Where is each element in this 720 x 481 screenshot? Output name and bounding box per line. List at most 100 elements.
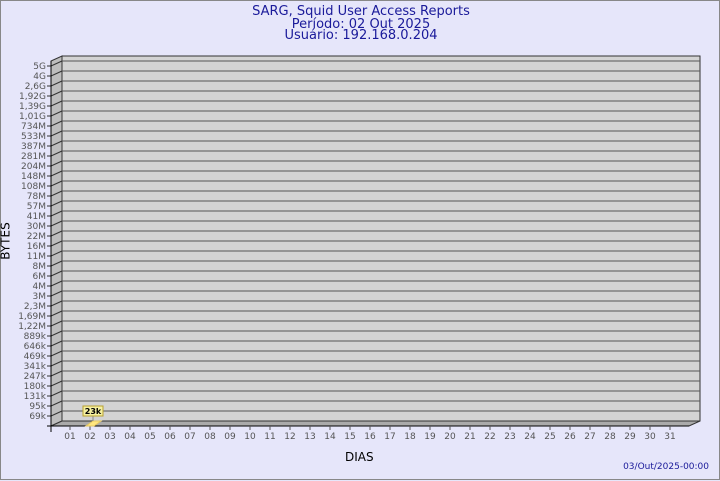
x-tick-label: 02 <box>84 432 95 442</box>
x-axis-label: DIAS <box>345 450 374 464</box>
y-tick-label: 247k <box>24 372 47 382</box>
x-tick-label: 05 <box>144 432 155 442</box>
y-tick-label: 341k <box>24 362 47 372</box>
y-tick-label: 22M <box>27 232 46 242</box>
x-tick-label: 22 <box>484 432 495 442</box>
x-tick-label: 10 <box>244 432 256 442</box>
x-tick-label: 12 <box>284 432 295 442</box>
gridline-side <box>50 130 63 137</box>
y-tick-label: 57M <box>27 202 46 212</box>
period-subtitle: Período: 02 Out 2025 <box>291 17 431 32</box>
y-tick-label: 8M <box>33 262 47 272</box>
gridline-side <box>50 340 63 347</box>
x-tick-label: 13 <box>304 432 315 442</box>
x-tick-label: 31 <box>664 432 675 442</box>
gridline-side <box>50 390 63 397</box>
gridline-side <box>50 90 63 97</box>
x-tick-label: 21 <box>464 432 475 442</box>
y-axis-label: BYTES <box>0 222 13 260</box>
x-tick-label: 27 <box>584 432 595 442</box>
gridline-side <box>50 360 63 367</box>
gridline-side <box>50 300 63 307</box>
x-tick-label: 28 <box>604 432 616 442</box>
gridline-side <box>50 80 63 87</box>
gridline-side <box>50 60 63 67</box>
data-label: 23k <box>85 407 102 416</box>
x-tick-label: 24 <box>524 432 536 442</box>
y-tick-label: 69k <box>29 412 46 422</box>
gridline-side <box>50 190 63 197</box>
y-tick-label: 148M <box>21 172 46 182</box>
gridline-side <box>50 400 63 407</box>
y-tick-label: 281M <box>21 152 46 162</box>
gridline-side <box>50 100 63 107</box>
y-tick-label: 889k <box>24 332 47 342</box>
generated-timestamp: 03/Out/2025-00:00 <box>623 462 709 472</box>
gridline-side <box>50 260 63 267</box>
y-tick-label: 1,01G <box>19 112 46 122</box>
gridline-side <box>50 310 63 317</box>
x-tick-label: 30 <box>644 432 656 442</box>
y-tick-label: 108M <box>21 182 46 192</box>
y-tick-label: 2,6G <box>25 82 46 92</box>
gridline-side <box>50 380 63 387</box>
x-tick-label: 20 <box>444 432 456 442</box>
y-tick-label: 4M <box>33 282 47 292</box>
floor <box>50 420 701 427</box>
y-tick-label: 1,22M <box>18 322 46 332</box>
x-tick-label: 03 <box>104 432 115 442</box>
x-tick-label: 04 <box>124 432 136 442</box>
gridline-side <box>50 150 63 157</box>
y-tick-label: 16M <box>27 242 46 252</box>
x-tick-label: 18 <box>404 432 416 442</box>
y-tick-label: 204M <box>21 162 46 172</box>
x-tick-label: 19 <box>424 432 436 442</box>
x-tick-label: 16 <box>364 432 376 442</box>
gridline-side <box>50 280 63 287</box>
y-tick-label: 3M <box>33 292 47 302</box>
y-tick-label: 646k <box>24 342 47 352</box>
gridline-side <box>50 330 63 337</box>
x-tick-label: 06 <box>164 432 176 442</box>
y-tick-label: 1,92G <box>19 92 46 102</box>
gridline-side <box>50 350 63 357</box>
y-tick-label: 95k <box>29 402 46 412</box>
gridline-side <box>50 320 63 327</box>
gridline-side <box>50 290 63 297</box>
gridline-side <box>50 160 63 167</box>
y-tick-label: 734M <box>21 122 46 132</box>
x-tick-label: 01 <box>64 432 75 442</box>
gridline-side <box>50 140 63 147</box>
data-label-box <box>82 405 104 417</box>
gridline-side <box>50 110 63 117</box>
gridline-side <box>50 370 63 377</box>
y-tick-label: 180k <box>24 382 47 392</box>
x-tick-label: 14 <box>324 432 336 442</box>
y-tick-label: 1,39G <box>19 102 46 112</box>
gridline-side <box>50 180 63 187</box>
x-tick-label: 29 <box>624 432 636 442</box>
y-tick-label: 41M <box>27 212 46 222</box>
x-tick-label: 25 <box>544 432 555 442</box>
x-tick-label: 11 <box>264 432 275 442</box>
y-tick-label: 11M <box>27 252 46 262</box>
x-tick-label: 07 <box>184 432 195 442</box>
y-tick-label: 78M <box>27 192 46 202</box>
y-tick-label: 387M <box>21 142 46 152</box>
y-tick-label: 2,3M <box>24 302 46 312</box>
x-tick-label: 08 <box>204 432 216 442</box>
gridline-side <box>50 270 63 277</box>
x-tick-label: 23 <box>504 432 515 442</box>
y-tick-label: 469k <box>24 352 47 362</box>
x-tick-label: 09 <box>224 432 236 442</box>
x-tick-label: 26 <box>564 432 576 442</box>
y-tick-label: 30M <box>27 222 46 232</box>
gridline-side <box>50 410 63 417</box>
x-tick-label: 17 <box>384 432 395 442</box>
bar-02 <box>84 420 103 427</box>
gridline-side <box>50 200 63 207</box>
y-tick-label: 4G <box>33 72 46 82</box>
chart-title: SARG, Squid User Access Reports <box>252 4 470 19</box>
